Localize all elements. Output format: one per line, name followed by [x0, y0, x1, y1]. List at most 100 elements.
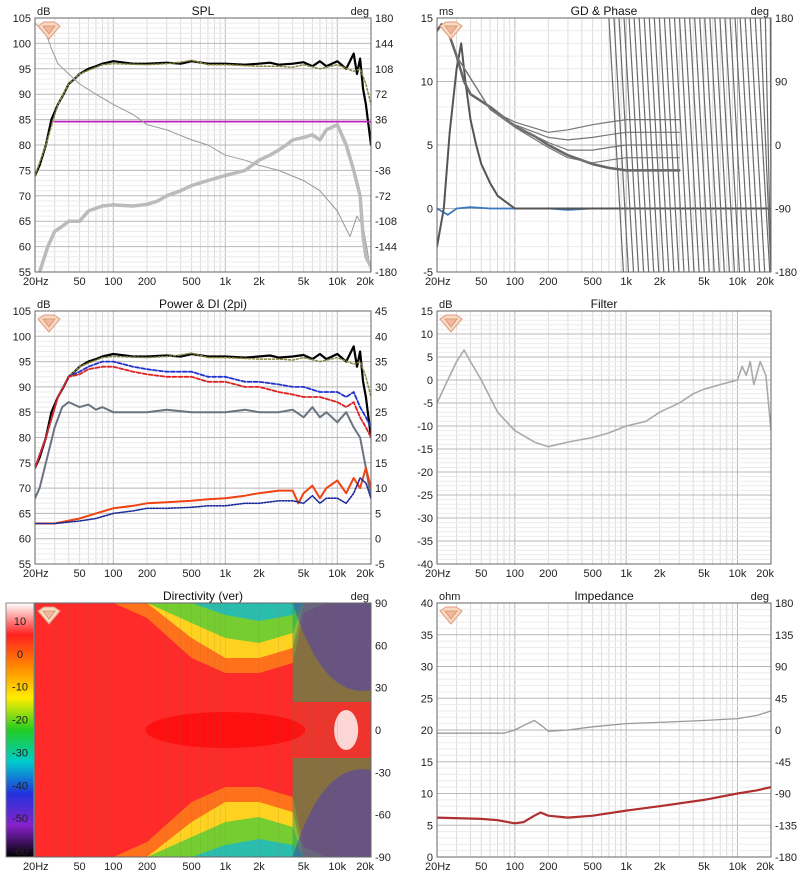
phase-wrap-line — [739, 18, 756, 272]
series-line — [35, 352, 371, 469]
y-tick-label: 75 — [19, 165, 31, 177]
y-tick-label: 80 — [19, 140, 31, 152]
series-line — [37, 122, 371, 272]
y2-tick-label: 5 — [375, 508, 381, 520]
right-unit-label: deg — [351, 591, 369, 603]
phase-wrap-line — [608, 18, 625, 272]
series-line — [437, 42, 771, 248]
x-tick-label: 500 — [583, 861, 601, 873]
x-tick-label: 50 — [73, 861, 85, 873]
y-tick-label: 70 — [19, 191, 31, 203]
chart-title: SPL — [192, 4, 215, 18]
x-tick-label: 5k — [698, 276, 710, 288]
phase-wrap-line — [699, 18, 715, 272]
y-tick-label: 0 — [427, 375, 433, 387]
y-tick-label: 5 — [427, 820, 433, 832]
heatmap-hf-lobe-top — [292, 603, 371, 691]
logo-icon — [37, 314, 61, 333]
y2-tick-label: -144 — [375, 242, 397, 254]
x-tick-label: 10k — [729, 568, 747, 580]
x-tick-label: 200 — [539, 568, 557, 580]
series-line — [35, 401, 371, 500]
logo-gem-facet — [42, 610, 56, 620]
series-group — [35, 345, 371, 525]
left-unit-label: ms — [439, 6, 454, 18]
y-tick-label: -30 — [417, 513, 433, 525]
y2-tick-label: 90 — [375, 598, 387, 610]
heatmap-hf-lobe-bottom — [292, 769, 371, 857]
y-tick-label: -40 — [417, 559, 433, 571]
logo-gem-facet — [42, 318, 56, 328]
x-tick-label: 2k — [654, 568, 666, 580]
x-tick-label: 10k — [729, 276, 747, 288]
y-tick-label: -10 — [417, 421, 433, 433]
y2-tick-label: 30 — [375, 382, 387, 394]
x-tick-label: 200 — [539, 276, 557, 288]
colorbar-label: -10 — [12, 682, 28, 694]
phase-wrap-line — [734, 18, 751, 272]
y-tick-label: 90 — [19, 382, 31, 394]
x-tick-label: 20k — [356, 861, 374, 873]
x-tick-label: 5k — [298, 568, 310, 580]
logo-icon — [439, 314, 463, 333]
phase-wrap-line — [724, 18, 741, 272]
heatmap-hotspot — [334, 710, 359, 750]
series-line — [35, 477, 371, 525]
logo-icon — [439, 21, 463, 40]
y-tick-label: 95 — [19, 357, 31, 369]
plot-frame — [34, 17, 372, 273]
right-unit-label: deg — [751, 591, 769, 603]
phase-wrap-line — [709, 18, 725, 272]
y2-tick-label: 144 — [375, 38, 393, 50]
heatmap-band-upper — [35, 603, 371, 621]
y-tick-label: 105 — [13, 13, 31, 25]
phase-wrap-line — [683, 18, 700, 272]
y-tick-label: 60 — [19, 242, 31, 254]
x-tick-label: 2k — [253, 568, 265, 580]
y-tick-label: 25 — [421, 693, 433, 705]
x-tick-label: 2k — [654, 861, 666, 873]
colorbar-label: -20 — [12, 715, 28, 727]
y-tick-label: 15 — [421, 757, 433, 769]
x-tick-label: 50 — [475, 276, 487, 288]
series-group — [437, 710, 771, 825]
phase-wrap-line — [613, 18, 630, 272]
left-unit-label: dB — [37, 299, 50, 311]
y-tick-label: 10 — [421, 789, 433, 801]
phase-wrap-line — [694, 18, 710, 272]
heatmap-band-lower — [35, 839, 371, 857]
plot-frame — [34, 602, 372, 858]
phase-wrap-line — [673, 18, 690, 272]
phase-wrap-line — [754, 18, 771, 272]
x-tick-label: 10k — [729, 861, 747, 873]
y2-tick-label: 25 — [375, 407, 387, 419]
x-tick-label: 100 — [506, 276, 524, 288]
y-tick-label: 100 — [13, 38, 31, 50]
x-tick-label: 50 — [475, 568, 487, 580]
x-tick-label: 5k — [698, 861, 710, 873]
x-tick-label: 500 — [583, 568, 601, 580]
left-unit-label: ohm — [439, 591, 460, 603]
x-tick-label: 500 — [583, 276, 601, 288]
y-tick-label: 10 — [421, 329, 433, 341]
y2-tick-label: -36 — [375, 165, 391, 177]
x-tick-label: 200 — [138, 861, 156, 873]
y-tick-label: 5 — [427, 140, 433, 152]
y-tick-label: 0 — [427, 204, 433, 216]
phase-wrap-line — [749, 18, 766, 272]
x-tick-label: 5k — [298, 861, 310, 873]
series-line — [35, 22, 371, 272]
chart-title: Filter — [591, 297, 618, 311]
logo-icon — [37, 606, 61, 625]
phase-wrap-line — [704, 18, 720, 272]
y-tick-label: 65 — [19, 508, 31, 520]
phase-wrap-line — [714, 18, 730, 272]
x-tick-label: 2k — [654, 276, 666, 288]
y-tick-label: 55 — [19, 267, 31, 279]
y2-tick-label: -135 — [775, 820, 797, 832]
y-tick-label: -5 — [423, 267, 433, 279]
colorbar-label: -40 — [12, 780, 28, 792]
phase-wrap-line — [764, 18, 771, 272]
logo-gem-facet — [444, 318, 458, 328]
y-tick-label: 15 — [421, 306, 433, 318]
